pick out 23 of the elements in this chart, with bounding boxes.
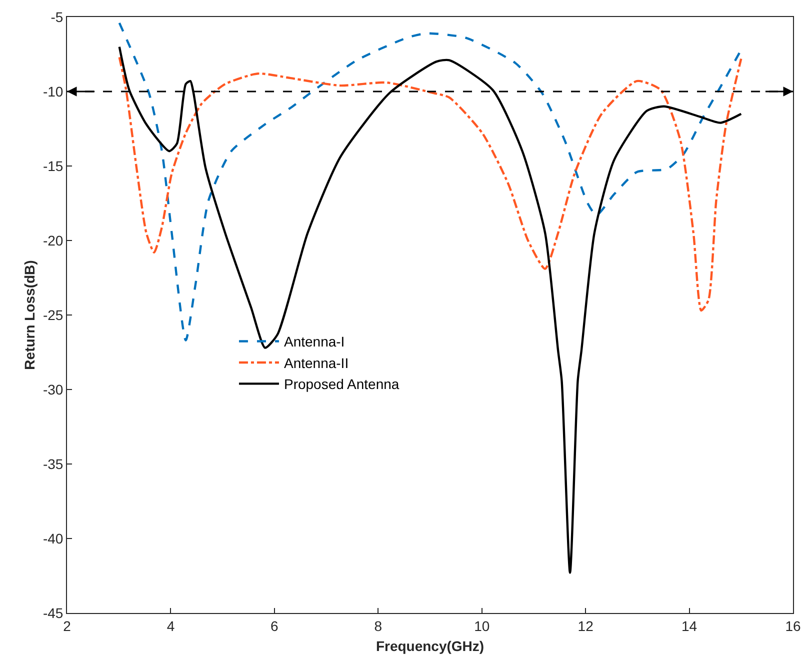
x-tick-label: 16	[785, 618, 801, 634]
y-tick-label: -20	[42, 232, 64, 248]
x-tick-label: 4	[166, 618, 175, 634]
y-tick-label: -25	[42, 306, 64, 323]
x-tick-label: 2	[63, 618, 72, 634]
x-tick-label: 12	[578, 618, 594, 634]
x-tick-label: 8	[374, 618, 382, 634]
y-tick-label: -30	[42, 381, 64, 398]
line-series	[118, 56, 742, 312]
y-tick-label: -15	[42, 158, 64, 174]
y-tick-label: -10	[42, 83, 64, 100]
y-tick-label: -40	[42, 530, 64, 546]
legend-label: Antenna-II	[284, 354, 349, 371]
y-tick-label: -45	[42, 604, 64, 621]
legend-label: Proposed Antenna	[284, 376, 400, 392]
x-tick-label: 6	[270, 618, 279, 634]
x-tick-label: 14	[682, 618, 698, 634]
x-tick-label: 10	[474, 618, 490, 634]
y-axis-title: Return Loss(dB)	[22, 260, 38, 370]
y-tick-label: -35	[42, 456, 64, 472]
y-tick-label: -5	[50, 8, 64, 25]
legend-label: Antenna-I	[284, 334, 345, 350]
x-axis-title: Frequency(GHz)	[376, 638, 484, 654]
